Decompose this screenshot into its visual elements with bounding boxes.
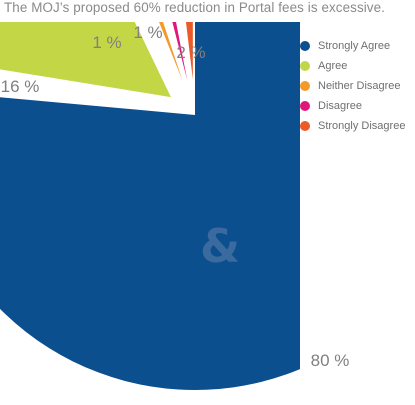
chart-legend: Strongly Agree Agree Neither Disagree Disag… bbox=[300, 36, 405, 136]
pie-slice-agree bbox=[0, 22, 171, 98]
legend-swatch bbox=[300, 81, 310, 91]
legend-label: Disagree bbox=[318, 100, 363, 112]
slice-value-label: 1 % bbox=[133, 23, 162, 42]
pie-slice-disagree bbox=[172, 22, 188, 80]
slice-value-label: 1 % bbox=[92, 33, 121, 52]
legend-label: Strongly Agree bbox=[318, 40, 391, 52]
legend-item: Agree bbox=[300, 56, 405, 76]
pie-slice-strongly-agree bbox=[0, 22, 300, 390]
legend-swatch bbox=[300, 101, 310, 111]
pie-slice-neither-disagree bbox=[159, 22, 183, 82]
ampersand-logo: & bbox=[200, 219, 240, 273]
legend-label: Strongly Disagree bbox=[318, 120, 406, 132]
slice-value-label: 16 % bbox=[1, 77, 40, 96]
pie-slice-strongly-disagree bbox=[185, 22, 193, 80]
slice-value-label: 80 % bbox=[311, 351, 350, 370]
legend-label: Agree bbox=[318, 60, 348, 72]
legend-swatch bbox=[300, 121, 310, 131]
legend-label: Neither Disagree bbox=[318, 80, 401, 92]
legend-item: Neither Disagree bbox=[300, 76, 405, 96]
legend-swatch bbox=[300, 41, 310, 51]
legend-swatch bbox=[300, 61, 310, 71]
legend-item: Strongly Disagree bbox=[300, 116, 405, 136]
legend-item: Strongly Agree bbox=[300, 36, 405, 56]
slice-value-label: 2 % bbox=[176, 43, 205, 62]
legend-item: Disagree bbox=[300, 96, 405, 116]
chart-title: The MOJ’s proposed 60% reduction in Port… bbox=[4, 0, 385, 15]
